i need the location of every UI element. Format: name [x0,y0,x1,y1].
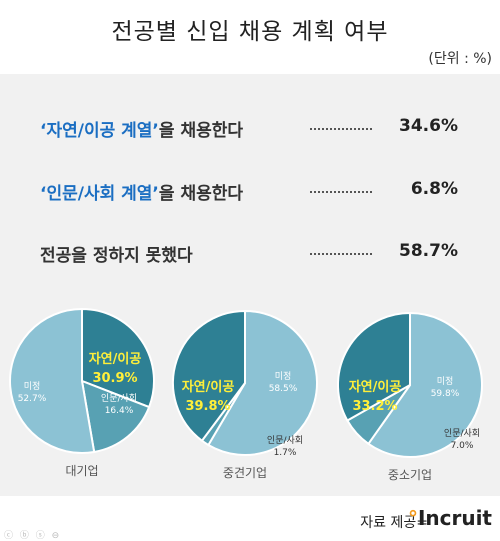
pie-name-label: 중견기업 [223,466,267,480]
slice-value-label: 16.4% [105,406,134,416]
pie-slice [80,379,151,454]
header: 전공별 신입 채용 계획 여부 (단위 : %) [0,0,500,74]
source-label: 자료 제공= [360,515,428,531]
slice-value-label: 39.8% [185,399,230,414]
leader-dots [310,128,372,130]
summary-label: 전공을 정하지 못했다 [40,241,193,266]
license-icons: ⓒ ⓑ ⓢ ⊖ [4,531,62,541]
pie-slice [81,307,155,409]
summary-value: 6.8% [410,179,458,199]
unit-label: (단위 : %) [428,51,492,67]
summary-label: ‘인문/사회 계열’을 채용한다 [40,179,243,204]
leader-dots [310,191,372,193]
footer: 자료 제공= °Incruit [0,496,500,539]
pie-slice [206,309,318,456]
slice-label: 인문/사회 [444,428,480,439]
summary-row-humanities: ‘인문/사회 계열’을 채용한다 6.8% [40,175,480,205]
pie-slice [367,311,483,458]
pie-slice [172,309,246,443]
summary-highlight: ‘자연/이공 계열’ [40,121,159,141]
slice-value-label: 52.7% [18,394,47,404]
slice-label: 자연/이공 [349,379,402,395]
summary-value: 34.6% [399,116,458,136]
pie-charts: 자연/이공 30.9% 인문/사회 16.4% 미정 52.7% 대기업 미정 58.5% 인문/… [9,307,483,482]
slice-value-label: 7.0% [451,441,474,451]
slice-label: 미정 [24,381,41,392]
summary-rest: 을 채용한다 [158,184,244,204]
summary-rest: 을 채용한다 [158,121,244,141]
slice-value-label: 59.8% [431,389,460,399]
slice-label: 자연/이공 [89,351,142,367]
slice-label: 인문/사회 [101,393,137,404]
leader-dots [310,253,372,255]
pie-slice [337,311,411,422]
slice-label: 미정 [275,371,292,382]
slice-value-label: 33.2% [352,399,397,414]
chart-title: 전공별 신입 채용 계획 여부 [111,19,389,45]
slice-value-label: 58.5% [269,384,298,394]
pie-name-label: 중소기업 [388,468,432,482]
slice-value-label: 1.7% [274,448,297,458]
summary-row-undecided: 전공을 정하지 못했다 58.7% [40,237,480,267]
summary-rest: 전공을 정하지 못했다 [40,246,193,266]
slice-label: 미정 [437,376,454,387]
summary-label: ‘자연/이공 계열’을 채용한다 [40,116,243,141]
logo-dot: ° [407,506,418,530]
slice-label: 인문/사회 [267,435,303,446]
summary-value: 58.7% [399,241,458,261]
summary-highlight: ‘인문/사회 계열’ [40,184,159,204]
incruit-logo: °Incruit [408,506,492,530]
logo-text: Incruit [417,506,492,530]
summary-row-science: ‘자연/이공 계열’을 채용한다 34.6% [40,112,480,142]
slice-value-label: 30.9% [92,371,137,386]
slice-label: 자연/이공 [182,379,235,395]
pie-slice [9,307,96,454]
pie-name-label: 대기업 [65,464,98,478]
